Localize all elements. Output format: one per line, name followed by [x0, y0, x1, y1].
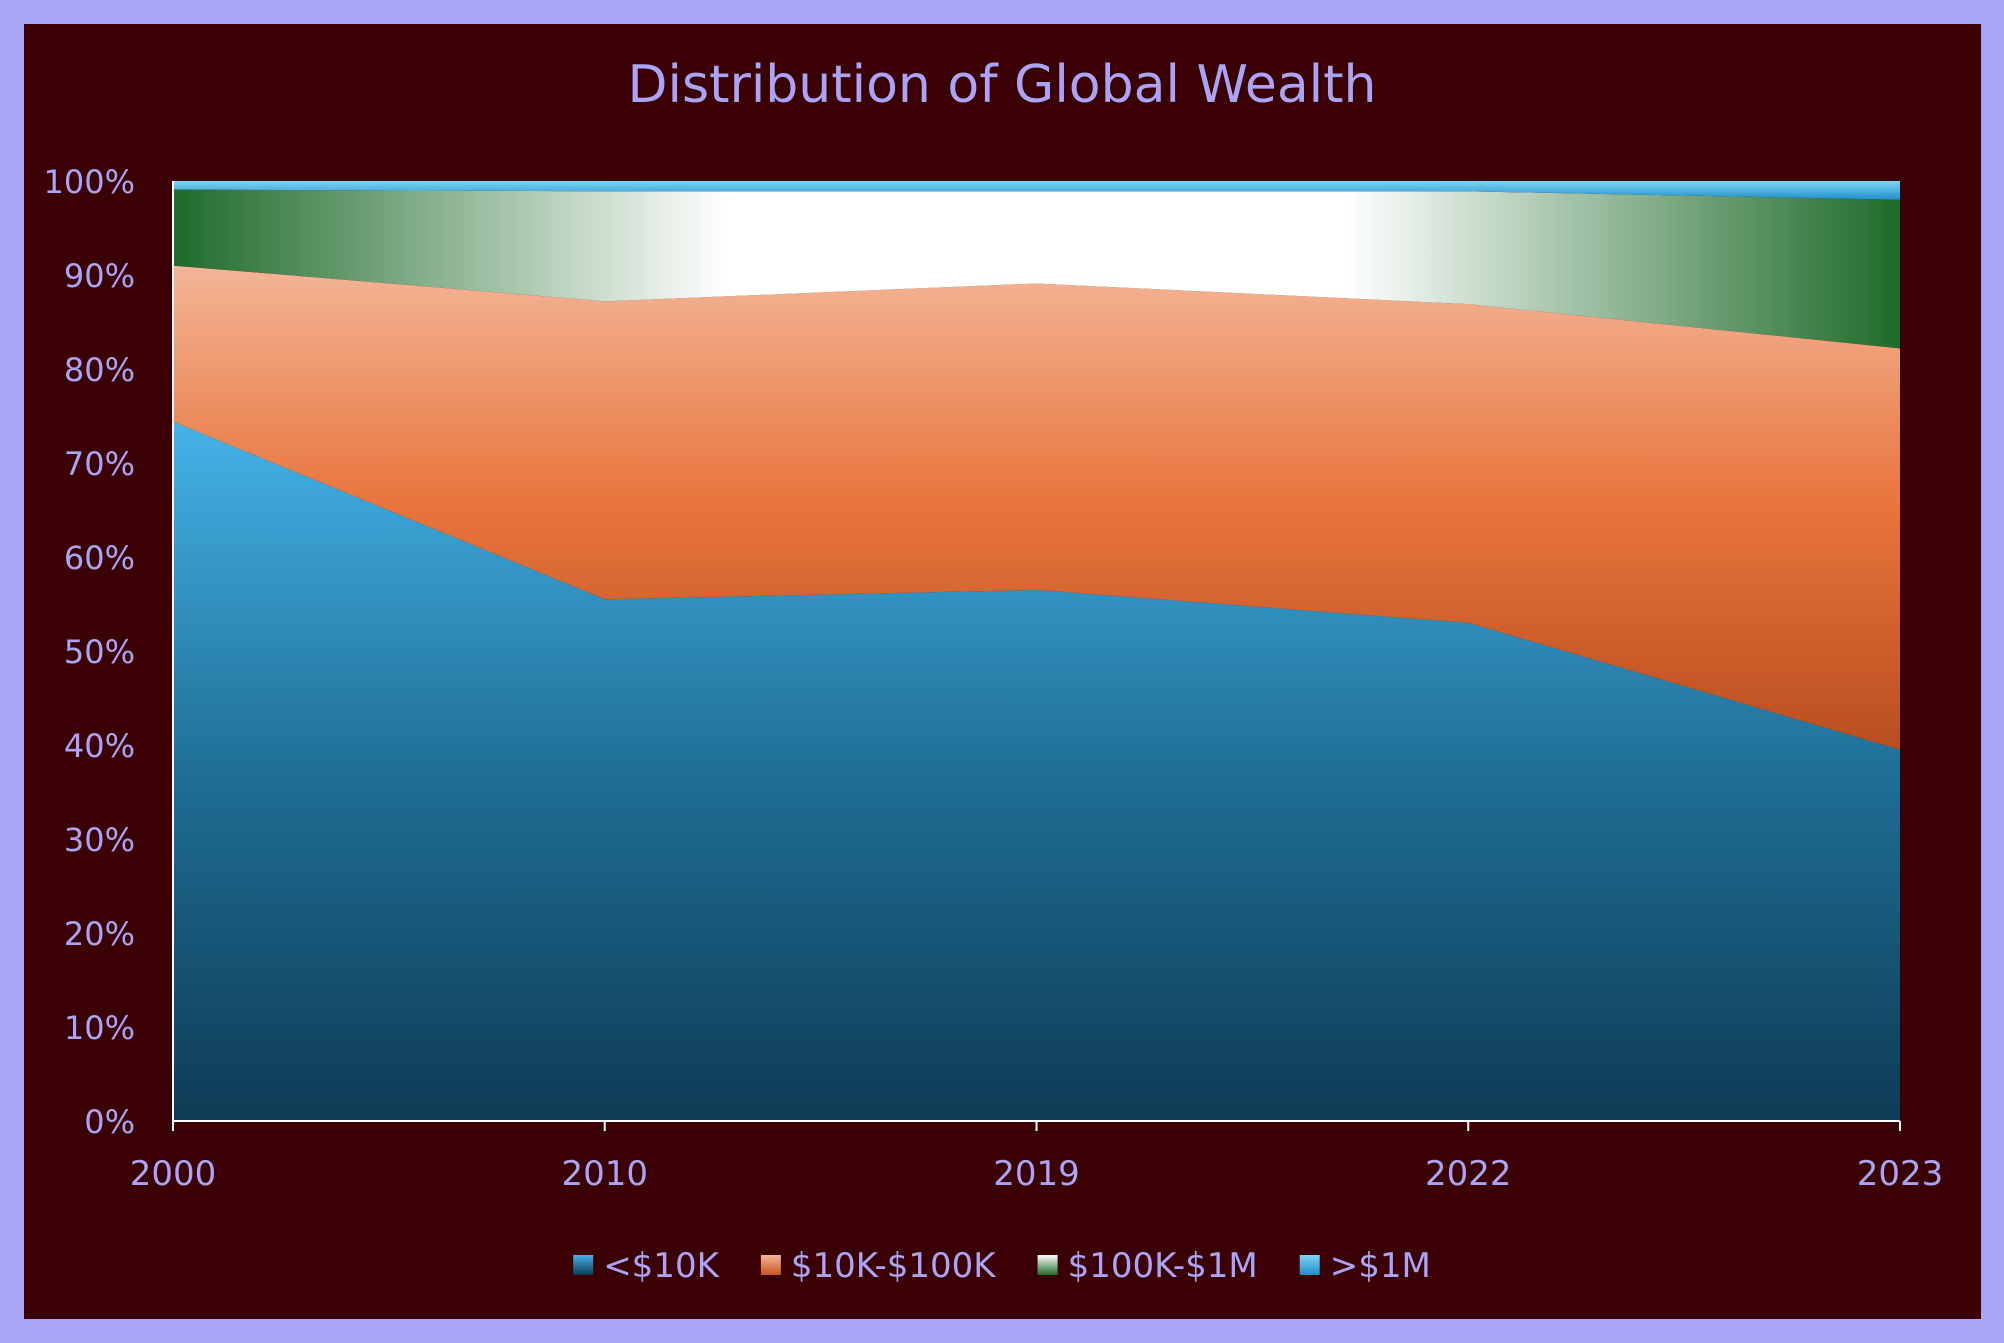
y-tick-label: 10% — [64, 1009, 135, 1047]
legend: <$10K $10K-$100K $100K-$1M >$1M — [573, 1246, 1431, 1286]
area-series-0 — [173, 421, 1900, 1121]
y-tick-label: 30% — [64, 821, 135, 859]
chart-title: Distribution of Global Wealth — [628, 55, 1377, 115]
area-series-group — [173, 181, 1900, 1121]
y-tick-label: 70% — [64, 445, 135, 483]
y-tick-label: 0% — [84, 1103, 135, 1141]
x-tick-label: 2019 — [993, 1154, 1080, 1194]
y-tick-label: 90% — [64, 257, 135, 295]
x-tick-label: 2022 — [1425, 1154, 1512, 1194]
x-tick-labels: 2000 2010 2019 2022 2023 — [130, 1154, 1944, 1194]
y-tick-label: 60% — [64, 539, 135, 577]
legend-swatch — [573, 1255, 594, 1275]
legend-label: <$10K — [603, 1246, 720, 1286]
y-tick-label: 80% — [64, 351, 135, 389]
legend-swatch — [1299, 1255, 1320, 1275]
x-tick-label: 2000 — [130, 1154, 217, 1194]
legend-label: $10K-$100K — [791, 1246, 997, 1286]
y-tick-label: 100% — [44, 163, 135, 201]
y-tick-label: 20% — [64, 915, 135, 953]
area-series-2 — [173, 189, 1900, 349]
y-tick-labels: 0% 10% 20% 30% 40% 50% 60% 70% 80% 90% 100% — [44, 163, 135, 1141]
axes-group — [172, 181, 1901, 1131]
y-tick-label: 40% — [64, 727, 135, 765]
y-tick-label: 50% — [64, 633, 135, 671]
area-series-1 — [173, 265, 1900, 750]
x-tick-label: 2010 — [561, 1154, 648, 1194]
legend-swatch — [1037, 1255, 1058, 1275]
legend-label: >$1M — [1330, 1246, 1431, 1286]
legend-swatch — [760, 1255, 781, 1275]
x-tick-label: 2023 — [1857, 1154, 1944, 1194]
area-series-3 — [173, 181, 1900, 200]
legend-label: $100K-$1M — [1068, 1246, 1258, 1286]
